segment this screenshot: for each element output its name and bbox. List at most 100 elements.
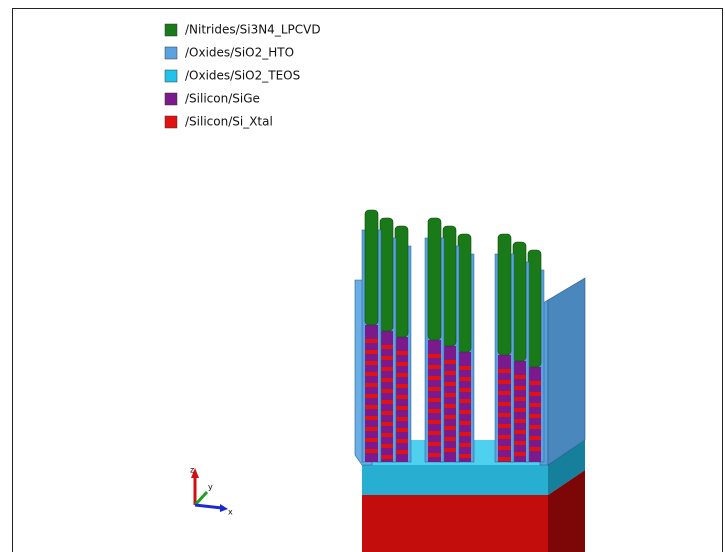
si-channel	[498, 391, 511, 395]
si-channel	[528, 414, 541, 418]
si-channel	[365, 394, 378, 398]
z-label: z	[190, 466, 194, 475]
legend-label: /Nitrides/Si3N4_LPCVD	[185, 23, 321, 37]
si-channel	[443, 371, 456, 375]
si-channel	[513, 408, 526, 412]
si-channel	[528, 403, 541, 407]
si-channel	[443, 437, 456, 441]
si-channel	[380, 400, 393, 404]
substrate-front	[362, 495, 548, 552]
si-channel	[458, 454, 471, 458]
si-channel	[395, 406, 408, 410]
si-channel	[458, 366, 471, 370]
legend-swatch	[165, 116, 177, 128]
hto-right-side	[548, 278, 585, 465]
si-channel	[458, 421, 471, 425]
y-label: y	[208, 483, 213, 492]
si-channel	[528, 392, 541, 396]
si-channel	[458, 377, 471, 381]
si-channel	[498, 380, 511, 384]
si-channel	[428, 376, 441, 380]
si-channel	[428, 409, 441, 413]
si-channel	[513, 430, 526, 434]
nitride-cap	[395, 226, 408, 337]
si-channel	[380, 389, 393, 393]
si-channel	[395, 417, 408, 421]
nitride-cap	[428, 218, 441, 340]
page: /Nitrides/Si3N4_LPCVD/Oxides/SiO2_HTO/Ox…	[0, 0, 725, 552]
si-channel	[365, 372, 378, 376]
si-channel	[380, 422, 393, 426]
si-channel	[380, 345, 393, 349]
sige-fin	[395, 337, 408, 462]
si-channel	[498, 424, 511, 428]
si-channel	[380, 378, 393, 382]
si-channel	[528, 447, 541, 451]
si-channel	[513, 441, 526, 445]
si-channel	[395, 362, 408, 366]
si-channel	[498, 402, 511, 406]
legend-label: /Silicon/SiGe	[185, 92, 260, 106]
sige-fin	[380, 331, 393, 462]
si-channel	[458, 410, 471, 414]
si-channel	[443, 382, 456, 386]
nitride-cap	[365, 210, 378, 325]
si-channel	[498, 457, 511, 461]
si-channel	[365, 416, 378, 420]
nitride-cap	[458, 234, 471, 352]
si-channel	[528, 381, 541, 385]
nitride-cap	[498, 234, 511, 355]
si-channel	[498, 413, 511, 417]
nitride-cap	[528, 250, 541, 367]
si-channel	[498, 435, 511, 439]
si-channel	[428, 453, 441, 457]
legend-swatch	[165, 24, 177, 36]
legend-label: /Oxides/SiO2_HTO	[185, 46, 294, 60]
x-label: x	[228, 508, 233, 517]
legend-label: /Silicon/Si_Xtal	[185, 115, 273, 129]
si-channel	[395, 384, 408, 388]
si-channel	[380, 433, 393, 437]
si-channel	[380, 356, 393, 360]
si-channel	[528, 436, 541, 440]
si-channel	[458, 399, 471, 403]
si-channel	[365, 449, 378, 453]
si-channel	[365, 361, 378, 365]
si-channel	[365, 350, 378, 354]
si-channel	[395, 428, 408, 432]
si-channel	[395, 395, 408, 399]
si-channel	[395, 351, 408, 355]
nitride-cap	[380, 218, 393, 331]
si-channel	[380, 455, 393, 459]
si-channel	[443, 393, 456, 397]
si-channel	[428, 398, 441, 402]
si-channel	[395, 373, 408, 377]
si-channel	[365, 438, 378, 442]
legend-swatch	[165, 47, 177, 59]
si-channel	[365, 383, 378, 387]
si-channel	[513, 375, 526, 379]
si-channel	[528, 425, 541, 429]
si-channel	[513, 452, 526, 456]
viewport: /Nitrides/Si3N4_LPCVD/Oxides/SiO2_HTO/Ox…	[0, 0, 725, 552]
si-channel	[458, 388, 471, 392]
si-channel	[395, 439, 408, 443]
legend-label: /Oxides/SiO2_TEOS	[185, 69, 300, 83]
si-channel	[498, 369, 511, 373]
si-channel	[365, 339, 378, 343]
legend-swatch	[165, 70, 177, 82]
si-channel	[428, 431, 441, 435]
legend-swatch	[165, 93, 177, 105]
si-channel	[513, 419, 526, 423]
teos-front	[362, 465, 548, 495]
si-channel	[395, 450, 408, 454]
si-channel	[513, 386, 526, 390]
si-channel	[428, 354, 441, 358]
si-channel	[365, 427, 378, 431]
si-channel	[428, 420, 441, 424]
si-channel	[428, 365, 441, 369]
si-channel	[443, 404, 456, 408]
si-channel	[365, 405, 378, 409]
si-channel	[458, 432, 471, 436]
si-channel	[498, 446, 511, 450]
